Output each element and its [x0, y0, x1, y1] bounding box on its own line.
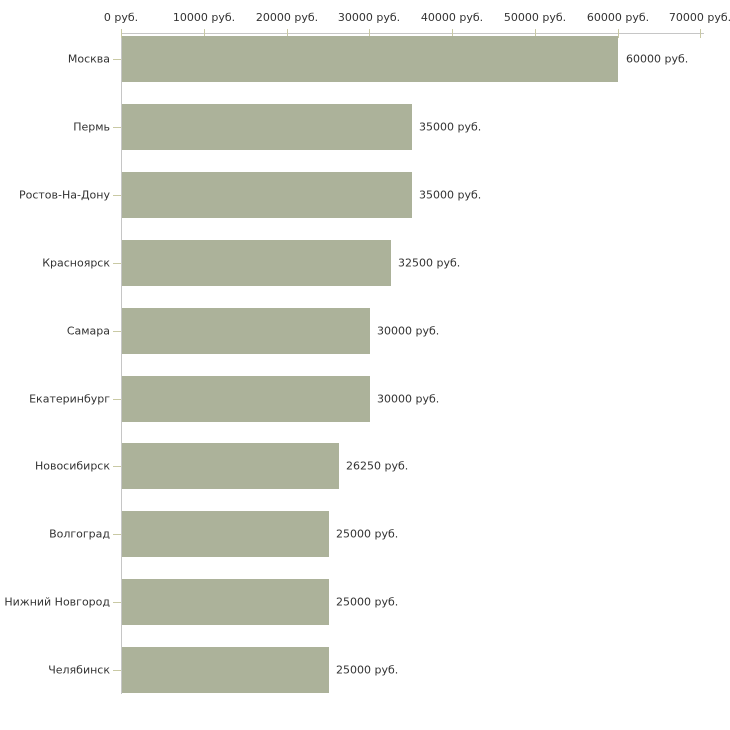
value-label: 35000 руб. [419, 188, 482, 202]
x-axis-tick [618, 29, 619, 38]
y-axis-tick [113, 670, 121, 671]
value-label: 30000 руб. [377, 392, 440, 406]
y-axis-tick [113, 466, 121, 467]
value-label: 60000 руб. [626, 52, 689, 66]
bar [122, 104, 412, 150]
bar [122, 36, 618, 82]
value-label: 30000 руб. [377, 324, 440, 338]
x-axis-tick [287, 29, 288, 38]
category-label: Нижний Новгород [4, 595, 110, 609]
y-axis-tick [113, 263, 121, 264]
bar [122, 172, 412, 218]
category-label: Самара [66, 324, 110, 338]
bar [122, 511, 329, 557]
y-axis-tick [113, 331, 121, 332]
category-label: Волгоград [49, 527, 110, 541]
category-label: Ростов-На-Дону [18, 188, 110, 202]
y-axis-line [121, 33, 122, 694]
x-axis-tick [535, 29, 536, 38]
y-axis-tick [113, 59, 121, 60]
y-axis-tick [113, 399, 121, 400]
value-label: 25000 руб. [336, 663, 399, 677]
x-axis-tick [369, 29, 370, 38]
x-axis-tick-label: 10000 руб. [172, 11, 236, 24]
category-label: Екатеринбург [29, 392, 110, 406]
value-label: 32500 руб. [398, 256, 461, 270]
x-axis-line [121, 33, 704, 34]
x-axis-tick [204, 29, 205, 38]
x-axis-tick [121, 29, 122, 38]
x-axis-tick-label: 70000 руб. [668, 11, 730, 24]
x-axis-tick-label: 60000 руб. [586, 11, 650, 24]
x-axis-tick-label: 0 руб. [103, 11, 139, 24]
y-axis-tick [113, 534, 121, 535]
value-label: 35000 руб. [419, 120, 482, 134]
category-label: Москва [67, 52, 110, 66]
x-axis-tick-label: 40000 руб. [420, 11, 484, 24]
x-axis-tick-label: 20000 руб. [255, 11, 319, 24]
bar [122, 443, 339, 489]
y-axis-tick [113, 602, 121, 603]
bar [122, 579, 329, 625]
y-axis-tick [113, 127, 121, 128]
x-axis-tick [700, 29, 701, 38]
bar [122, 240, 391, 286]
x-axis-tick-label: 30000 руб. [337, 11, 401, 24]
x-axis-tick [452, 29, 453, 38]
category-label: Новосибирск [34, 459, 110, 473]
x-axis-tick-label: 50000 руб. [503, 11, 567, 24]
category-label: Красноярск [42, 256, 110, 270]
category-label: Челябинск [48, 663, 110, 677]
value-label: 25000 руб. [336, 595, 399, 609]
bar [122, 376, 370, 422]
category-label: Пермь [73, 120, 110, 134]
bar [122, 647, 329, 693]
value-label: 26250 руб. [346, 459, 409, 473]
value-label: 25000 руб. [336, 527, 399, 541]
bar [122, 308, 370, 354]
y-axis-tick [113, 195, 121, 196]
